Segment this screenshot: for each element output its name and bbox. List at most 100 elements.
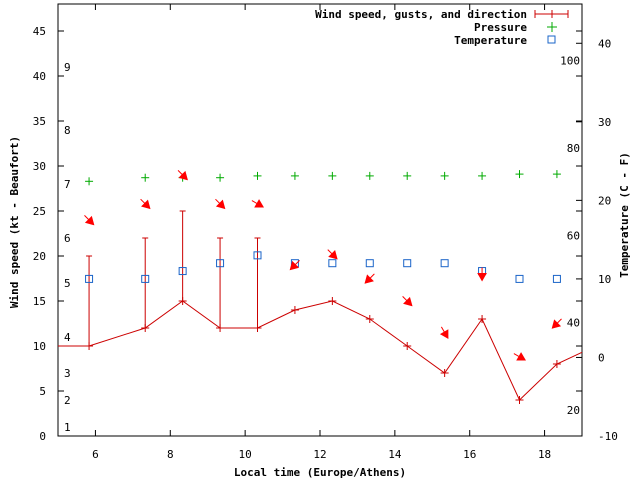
x-tick-label: 16 [463, 448, 476, 461]
legend-label-wind: Wind speed, gusts, and direction [315, 8, 527, 21]
arrow-head [477, 273, 487, 282]
wind-direction-arrow [289, 260, 300, 271]
temperature-point [365, 259, 374, 268]
pressure-point [403, 171, 412, 180]
beaufort-label: 1 [64, 421, 71, 434]
arrow-head [551, 319, 562, 329]
temperature-point [328, 259, 337, 268]
y-tick-label: 10 [33, 340, 46, 353]
wind-speed-point [290, 306, 299, 314]
temperature-point [515, 274, 524, 283]
y-tick-label: 0 [39, 430, 46, 443]
arrow-head [215, 199, 226, 210]
wind-speed-point [328, 297, 337, 305]
y-tick-label: 25 [33, 205, 46, 218]
x-axis-label: Local time (Europe/Athens) [234, 466, 406, 479]
wind-speed-point [178, 297, 187, 305]
arrow-head [403, 296, 413, 307]
x-axis: 6 8 10 12 14 16 18 [92, 4, 551, 461]
wind-direction-arrow [402, 296, 413, 307]
beaufort-label: 2 [64, 394, 71, 407]
fahrenheit-label: 100 [560, 55, 580, 68]
legend-label-pressure: Pressure [474, 21, 527, 34]
fahrenheit-label: 80 [567, 142, 580, 155]
temperature-point [253, 251, 262, 260]
beaufort-label: 4 [64, 331, 71, 344]
beaufort-label: 6 [64, 232, 71, 245]
wind-direction-arrow [84, 215, 95, 226]
wind-speed-series [58, 297, 583, 404]
temperature-point [141, 274, 150, 283]
wind-direction-arrow [513, 352, 526, 361]
temperature-point [85, 274, 94, 283]
wind-direction-arrow [477, 267, 487, 282]
pressure-point [253, 171, 262, 180]
wind-speed-point [403, 342, 412, 350]
pressure-point [478, 171, 487, 180]
wind-speed-point [440, 369, 449, 377]
y-tick-label: 35 [33, 115, 46, 128]
wind-direction-arrow [364, 273, 375, 284]
y2-tick-label: 30 [598, 116, 611, 129]
y-tick-label: 40 [33, 70, 46, 83]
y2-tick-label: 20 [598, 194, 611, 207]
y-tick-label: 15 [33, 295, 46, 308]
arrow-head [289, 260, 300, 271]
arrow-head [254, 199, 264, 208]
legend-swatch-temperature [547, 35, 556, 44]
wind-speed-point [515, 396, 524, 404]
temperature-point [403, 259, 412, 268]
pressure-point [85, 177, 94, 186]
wind-direction-arrow [327, 249, 338, 260]
wind-speed-point [141, 324, 150, 332]
y-tick-label: 20 [33, 250, 46, 263]
wind-speed-point [85, 342, 94, 350]
wind-speed-point [365, 315, 374, 323]
legend-swatch-pressure [547, 22, 557, 32]
pressure-series [85, 170, 561, 186]
y2-tick-label: 0 [598, 351, 605, 364]
x-tick-label: 6 [92, 448, 99, 461]
fahrenheit-label: 60 [567, 229, 580, 242]
y-axis: 0 5 10 15 20 25 30 35 40 45 [33, 25, 582, 443]
wind-speed-point [478, 315, 487, 323]
fahrenheit-label: 40 [567, 317, 580, 330]
pressure-point [328, 171, 337, 180]
arrow-head [84, 215, 95, 226]
wind-direction-arrow [439, 326, 449, 340]
y2-tick-label: 10 [598, 273, 611, 286]
wind-direction-arrow [140, 198, 151, 210]
y-axis-label: Wind speed (kt - Beaufort) [8, 136, 21, 308]
legend-label-temperature: Temperature [454, 34, 527, 47]
fahrenheit-label: 20 [567, 404, 580, 417]
beaufort-label: 3 [64, 367, 71, 380]
pressure-point [552, 170, 561, 179]
y-tick-label: 30 [33, 160, 46, 173]
wind-direction-arrows [84, 170, 562, 361]
pressure-point [141, 173, 150, 182]
wind-direction-arrow [215, 198, 226, 210]
pressure-point [515, 170, 524, 179]
wind-direction-arrow [551, 318, 562, 329]
legend-swatch-wind [534, 10, 569, 18]
pressure-point [216, 173, 225, 182]
wind-speed-point [552, 360, 561, 368]
temperature-point [178, 267, 187, 276]
plot-frame [57, 3, 583, 437]
wind-direction-arrow [177, 170, 188, 181]
x-tick-label: 18 [538, 448, 551, 461]
wind-speed-point [216, 324, 225, 332]
arrow-head [178, 170, 188, 181]
x-tick-label: 10 [239, 448, 252, 461]
y-tick-label: 45 [33, 25, 46, 38]
wind-direction-arrow [251, 199, 264, 208]
beaufort-label: 9 [64, 61, 71, 74]
beaufort-label: 7 [64, 178, 71, 191]
wind-speed-point [253, 324, 262, 332]
beaufort-label: 5 [64, 277, 71, 290]
arrow-head [516, 352, 526, 361]
gust-bars [86, 210, 261, 346]
y2-axis: -10 0 10 20 30 40 [576, 37, 618, 443]
x-tick-label: 12 [313, 448, 326, 461]
